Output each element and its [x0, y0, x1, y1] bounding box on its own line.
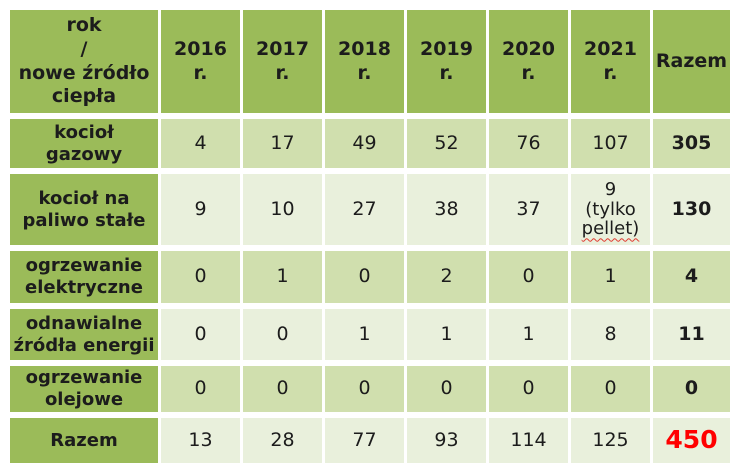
data-cell: 4 — [161, 119, 240, 168]
data-cell: 28 — [243, 418, 322, 463]
data-cell: 49 — [325, 119, 404, 168]
year-column-header-2021: 2021 r. — [571, 10, 650, 113]
data-cell: 125 — [571, 418, 650, 463]
data-cell: 0 — [161, 251, 240, 303]
data-cell: 37 — [489, 174, 568, 245]
table-row-ogrzewanie-elektryczne: ogrzewanie elektryczne 0 1 0 2 0 1 4 — [10, 251, 730, 303]
row-label: odnawialne źródła energii — [10, 309, 158, 360]
pellet-misspelled-text: pellet) — [581, 218, 640, 240]
row-label-razem: Razem — [10, 418, 158, 463]
data-cell: 0 — [325, 251, 404, 303]
corner-header: rok / nowe źródło ciepła — [10, 10, 158, 113]
pellet-value-text: 9 (tylko — [585, 178, 636, 220]
year-column-header-2018: 2018 r. — [325, 10, 404, 113]
data-cell: 1 — [243, 251, 322, 303]
data-cell: 10 — [243, 174, 322, 245]
data-cell: 0 — [489, 366, 568, 412]
data-cell: 0 — [161, 309, 240, 360]
data-cell: 1 — [571, 251, 650, 303]
data-cell: 27 — [325, 174, 404, 245]
row-total-cell: 305 — [653, 119, 730, 168]
table-row-razem: Razem 13 28 77 93 114 125 450 — [10, 418, 730, 463]
table-row-ogrzewanie-olejowe: ogrzewanie olejowe 0 0 0 0 0 0 0 — [10, 366, 730, 412]
data-cell: 52 — [407, 119, 486, 168]
total-column-header: Razem — [653, 10, 730, 113]
data-cell: 0 — [407, 366, 486, 412]
data-cell: 17 — [243, 119, 322, 168]
row-total-cell: 4 — [653, 251, 730, 303]
data-cell: 9 — [161, 174, 240, 245]
year-column-header-2019: 2019 r. — [407, 10, 486, 113]
row-total-cell: 130 — [653, 174, 730, 245]
data-cell: 93 — [407, 418, 486, 463]
row-label: kocioł na paliwo stałe — [10, 174, 158, 245]
data-cell: 0 — [571, 366, 650, 412]
new-heat-sources-table: rok / nowe źródło ciepła 2016 r. 2017 r.… — [7, 4, 733, 469]
row-label: kocioł gazowy — [10, 119, 158, 168]
year-column-header-2017: 2017 r. — [243, 10, 322, 113]
row-label: ogrzewanie elektryczne — [10, 251, 158, 303]
data-cell-pellet: 9 (tylko pellet) — [571, 174, 650, 245]
data-cell: 0 — [243, 309, 322, 360]
data-cell: 1 — [325, 309, 404, 360]
data-cell: 77 — [325, 418, 404, 463]
row-label: ogrzewanie olejowe — [10, 366, 158, 412]
data-cell: 114 — [489, 418, 568, 463]
row-total-cell: 0 — [653, 366, 730, 412]
data-cell: 13 — [161, 418, 240, 463]
year-column-header-2016: 2016 r. — [161, 10, 240, 113]
year-column-header-2020: 2020 r. — [489, 10, 568, 113]
table-row-kociol-gazowy: kocioł gazowy 4 17 49 52 76 107 305 — [10, 119, 730, 168]
data-cell: 76 — [489, 119, 568, 168]
data-cell: 0 — [161, 366, 240, 412]
grand-total-cell: 450 — [653, 418, 730, 463]
data-cell: 0 — [489, 251, 568, 303]
data-cell: 2 — [407, 251, 486, 303]
data-cell: 0 — [243, 366, 322, 412]
data-cell: 1 — [407, 309, 486, 360]
row-total-cell: 11 — [653, 309, 730, 360]
data-cell: 107 — [571, 119, 650, 168]
table-row-odnawialne-zrodla-energii: odnawialne źródła energii 0 0 1 1 1 8 11 — [10, 309, 730, 360]
table-row-kociol-na-paliwo-stale: kocioł na paliwo stałe 9 10 27 38 37 9 (… — [10, 174, 730, 245]
data-cell: 0 — [325, 366, 404, 412]
header-row: rok / nowe źródło ciepła 2016 r. 2017 r.… — [10, 10, 730, 113]
data-cell: 1 — [489, 309, 568, 360]
data-cell: 8 — [571, 309, 650, 360]
data-cell: 38 — [407, 174, 486, 245]
